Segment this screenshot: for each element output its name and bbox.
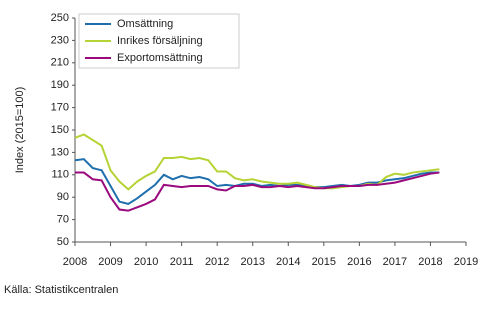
y-tick-label: 150 [51, 124, 69, 136]
x-tick-label: 2016 [347, 256, 371, 268]
series-line [75, 171, 440, 212]
source: Källa: Statistikcentralen [4, 284, 118, 296]
x-tick-label: 2019 [454, 256, 478, 268]
x-tick-label: 2015 [312, 256, 336, 268]
y-tick-label: 50 [57, 236, 69, 248]
y-tick-label: 170 [51, 102, 69, 114]
y-tick-label: 130 [51, 146, 69, 158]
x-tick-label: 2018 [418, 256, 442, 268]
x-tick-label: 2009 [98, 256, 122, 268]
y-tick-label: 210 [51, 57, 69, 69]
y-tick-label: 90 [57, 191, 69, 203]
x-tick-label: 2011 [170, 256, 194, 268]
x-tick-label: 2014 [276, 256, 300, 268]
y-tick-label: 190 [51, 79, 69, 91]
y-tick-label: 250 [51, 12, 69, 24]
legend-label: Omsättning [117, 18, 173, 30]
x-tick-label: 2013 [240, 256, 264, 268]
legend-label: Exportomsättning [117, 52, 203, 64]
y-tick-label: 230 [51, 34, 69, 46]
y-tick-label: 110 [51, 169, 69, 181]
x-tick-label: 2010 [134, 256, 158, 268]
x-tick-label: 2017 [383, 256, 407, 268]
y-tick-label: 70 [57, 214, 69, 226]
x-tick-label: 2012 [205, 256, 229, 268]
series-line [74, 158, 440, 205]
y-axis-label: Index (2015=100) [14, 87, 26, 174]
series-line [74, 133, 440, 191]
x-tick-label: 2008 [63, 256, 87, 268]
legend-label: Inrikes försäljning [117, 35, 203, 47]
